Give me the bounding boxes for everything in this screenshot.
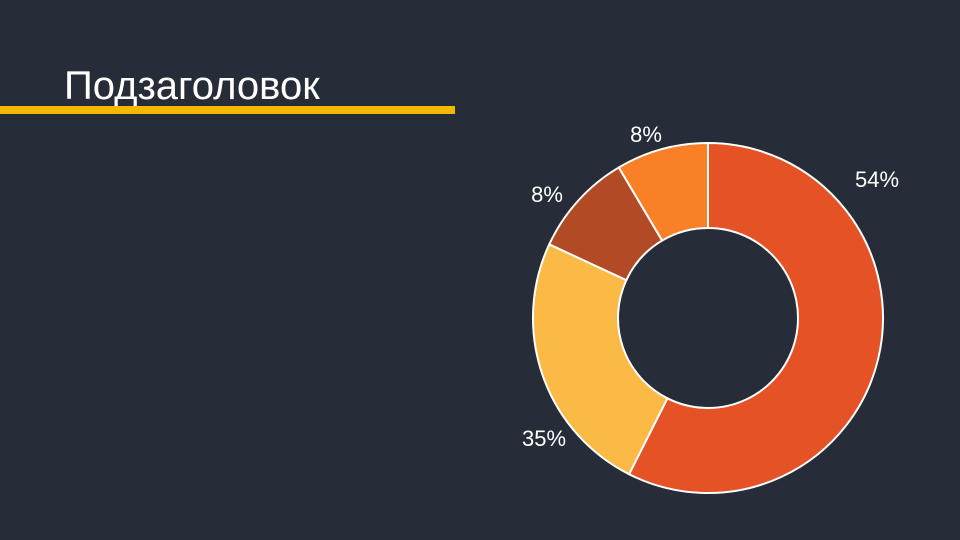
accent-bar (0, 106, 455, 114)
donut-slices (532, 141, 884, 494)
slice-label-1: 35% (522, 426, 566, 451)
slice-label-2: 8% (531, 182, 563, 207)
slice-label-3: 8% (630, 122, 662, 147)
donut-slice-3 (617, 141, 709, 242)
donut-slice-1 (532, 243, 669, 476)
slide-subtitle: Подзаголовок (64, 64, 320, 108)
slice-label-0: 54% (855, 167, 899, 192)
donut-slice-0 (627, 141, 884, 494)
donut-labels: 54% 35% 8% 8% (522, 122, 899, 451)
